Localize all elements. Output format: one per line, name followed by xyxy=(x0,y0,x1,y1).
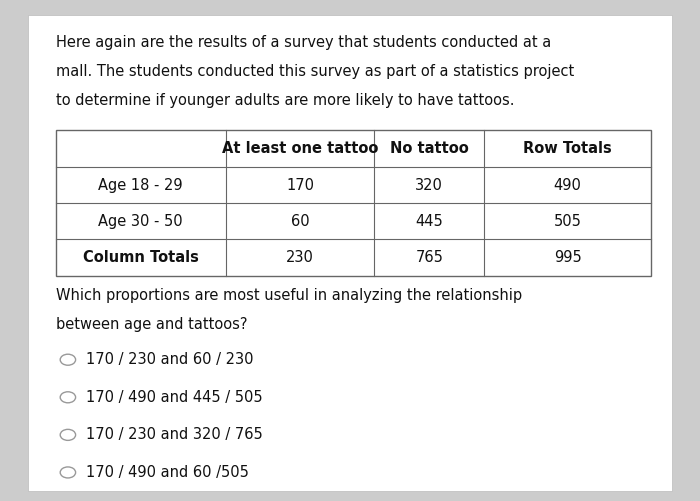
Text: 170: 170 xyxy=(286,178,314,193)
Text: to determine if younger adults are more likely to have tattoos.: to determine if younger adults are more … xyxy=(56,93,514,108)
Bar xyxy=(56,130,651,276)
Text: 445: 445 xyxy=(416,214,443,229)
Text: At least one tattoo: At least one tattoo xyxy=(222,141,378,156)
Text: 490: 490 xyxy=(554,178,582,193)
Text: 170 / 490 and 445 / 505: 170 / 490 and 445 / 505 xyxy=(86,390,262,405)
Text: mall. The students conducted this survey as part of a statistics project: mall. The students conducted this survey… xyxy=(56,64,574,79)
Text: Row Totals: Row Totals xyxy=(524,141,612,156)
Text: No tattoo: No tattoo xyxy=(390,141,469,156)
Text: 170 / 490 and 60 /505: 170 / 490 and 60 /505 xyxy=(86,465,249,480)
FancyBboxPatch shape xyxy=(28,15,672,491)
Text: 170 / 230 and 320 / 765: 170 / 230 and 320 / 765 xyxy=(86,427,263,442)
Text: 230: 230 xyxy=(286,250,314,265)
Text: 995: 995 xyxy=(554,250,582,265)
Text: 320: 320 xyxy=(415,178,443,193)
Text: Age 30 - 50: Age 30 - 50 xyxy=(99,214,183,229)
Text: Which proportions are most useful in analyzing the relationship: Which proportions are most useful in ana… xyxy=(56,288,522,303)
Text: between age and tattoos?: between age and tattoos? xyxy=(56,317,248,332)
Text: 60: 60 xyxy=(290,214,309,229)
Text: 765: 765 xyxy=(415,250,443,265)
Text: Column Totals: Column Totals xyxy=(83,250,199,265)
Text: Here again are the results of a survey that students conducted at a: Here again are the results of a survey t… xyxy=(56,35,552,50)
Text: Age 18 - 29: Age 18 - 29 xyxy=(99,178,183,193)
Text: 170 / 230 and 60 / 230: 170 / 230 and 60 / 230 xyxy=(86,352,253,367)
Text: 505: 505 xyxy=(554,214,582,229)
